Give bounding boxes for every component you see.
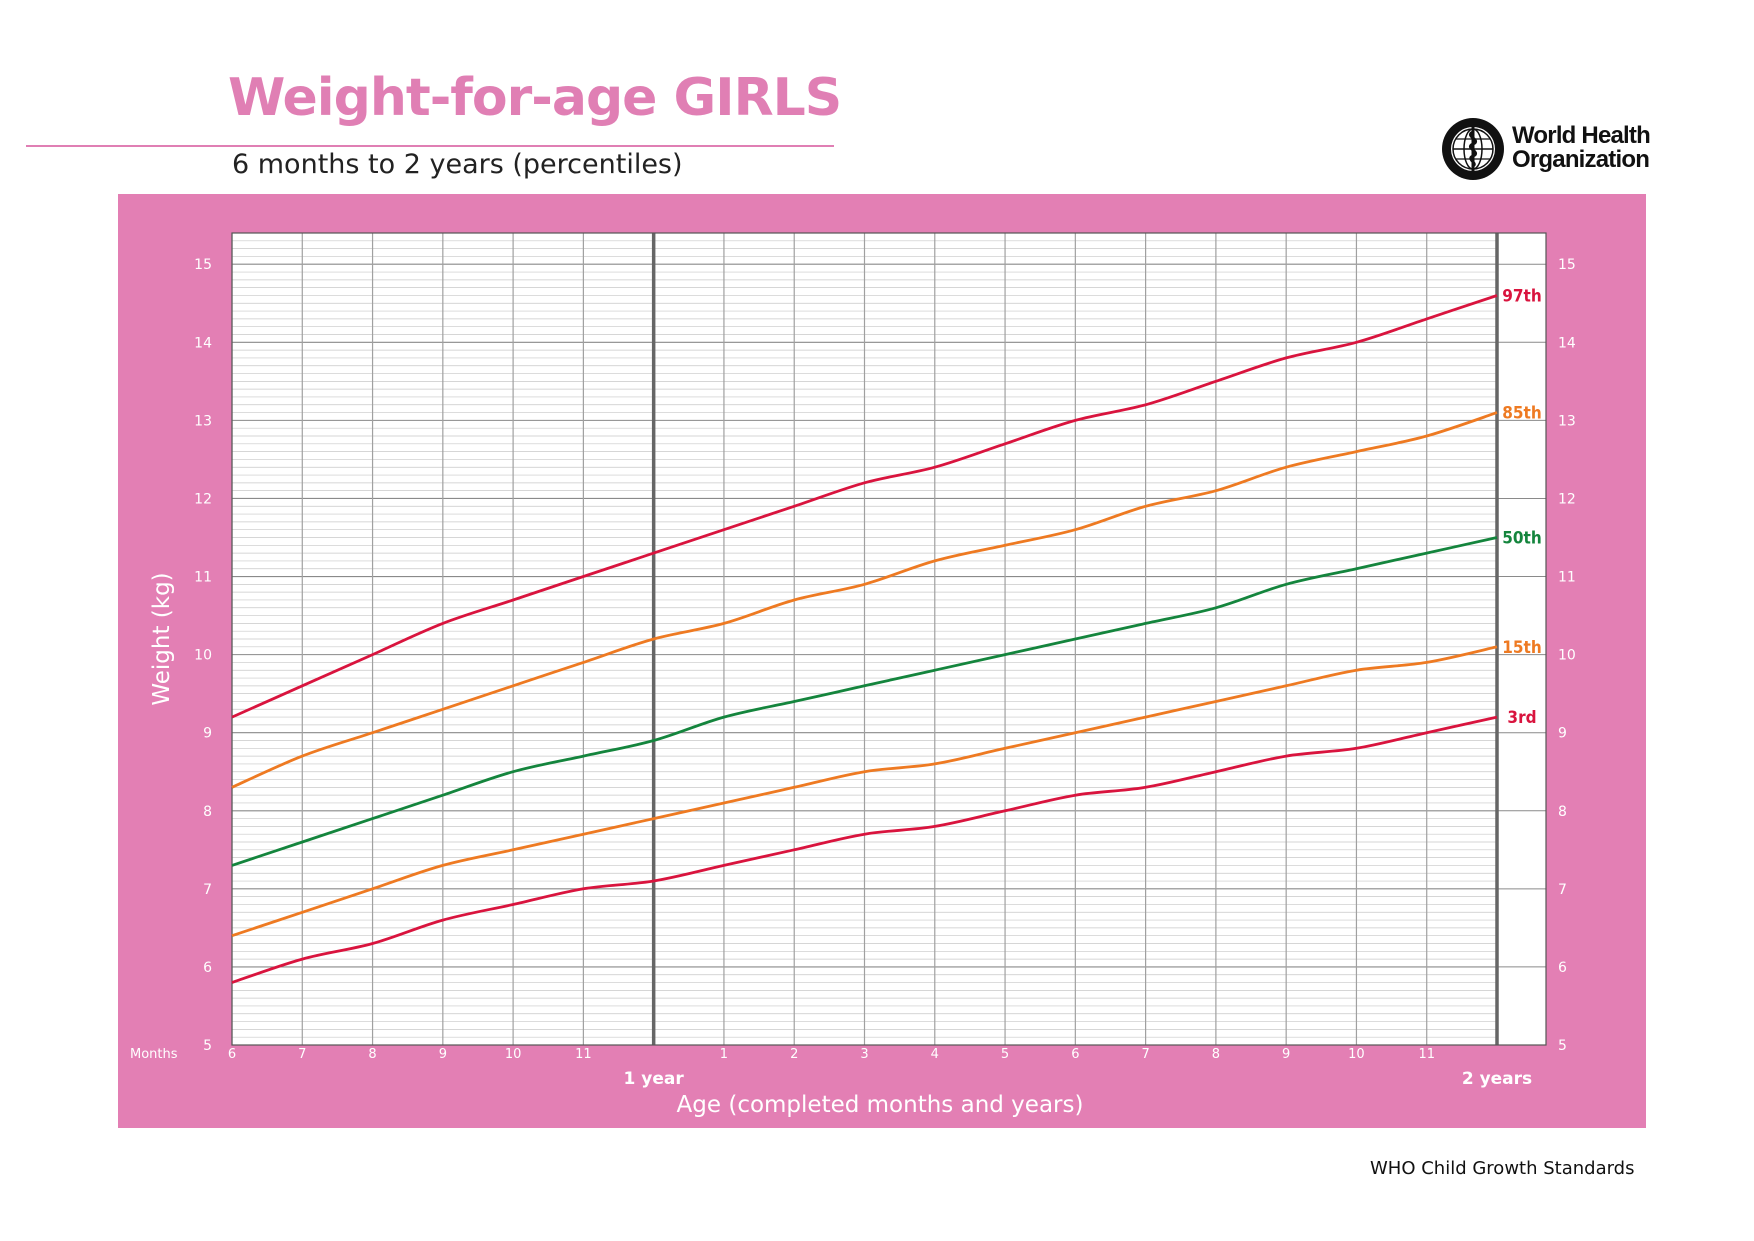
y-tick-label-left: 14 <box>194 335 212 351</box>
y-tick-label-left: 8 <box>203 804 212 820</box>
x-tick-label: 6 <box>1071 1047 1079 1062</box>
x-tick-label: 11 <box>575 1047 592 1062</box>
percentile-curve-85th <box>231 411 1498 789</box>
x-unit-label: Months <box>130 1047 178 1062</box>
plot-border <box>231 232 1547 1046</box>
who-wordmark-line1: World Health <box>1512 122 1651 149</box>
y-tick-label-right: 5 <box>1558 1038 1567 1054</box>
title-divider <box>26 145 834 147</box>
y-tick-label-right: 13 <box>1558 413 1576 429</box>
y-tick-label-left: 9 <box>203 726 212 742</box>
y-axis-title: Weight (kg) <box>149 572 175 705</box>
percentile-label-85th: 85th <box>1502 404 1542 424</box>
percentile-label-50th: 50th <box>1502 529 1542 549</box>
vertical-grid <box>231 233 1499 1045</box>
who-emblem-icon <box>1442 118 1504 180</box>
footer-text: WHO Child Growth Standards <box>1370 1158 1635 1179</box>
y-tick-label-left: 5 <box>203 1038 212 1054</box>
percentile-label-97th: 97th <box>1502 286 1542 306</box>
x-tick-label: 9 <box>439 1047 447 1062</box>
x-tick-label: 10 <box>505 1047 522 1062</box>
page-title: Weight-for-age GIRLS <box>228 68 842 128</box>
x-tick-labels: 6 7 8 9 10 11 1 year 1 2 3 4 5 6 7 8 9 10 11 2 years <box>228 1047 1532 1089</box>
y-tick-label-right: 7 <box>1558 882 1567 898</box>
x-tick-label: 9 <box>1282 1047 1290 1062</box>
x-tick-label: 6 <box>228 1047 236 1062</box>
y-tick-label-right: 12 <box>1558 491 1576 507</box>
x-year-label: 1 year <box>624 1069 685 1089</box>
percentile-labels: 97th 85th 50th 15th 3rd <box>1502 286 1542 728</box>
x-tick-label: 3 <box>860 1047 868 1062</box>
who-wordmark: World Health Organization <box>1512 122 1651 173</box>
percentile-label-15th: 15th <box>1502 638 1542 658</box>
y-tick-label-left: 10 <box>194 648 212 664</box>
x-tick-label: 7 <box>298 1047 306 1062</box>
x-tick-label: 1 <box>720 1047 728 1062</box>
y-tick-labels-right: 5 6 7 8 9 10 11 12 13 14 15 <box>1558 257 1576 1054</box>
percentile-curve-15th <box>231 645 1498 938</box>
x-axis-title: Age (completed months and years) <box>677 1092 1084 1118</box>
percentile-label-3rd: 3rd <box>1507 708 1536 728</box>
x-tick-label: 5 <box>1001 1047 1009 1062</box>
y-tick-label-right: 8 <box>1558 804 1567 820</box>
x-year-label: 2 years <box>1462 1069 1532 1089</box>
x-tick-label: 4 <box>931 1047 939 1062</box>
y-tick-label-right: 15 <box>1558 257 1576 273</box>
y-tick-label-left: 13 <box>194 413 212 429</box>
y-tick-label-left: 7 <box>203 882 212 898</box>
x-tick-label: 7 <box>1141 1047 1149 1062</box>
y-tick-label-right: 6 <box>1558 960 1567 976</box>
x-tick-label: 8 <box>368 1047 376 1062</box>
percentile-curve-97th <box>231 294 1498 719</box>
y-tick-label-left: 6 <box>203 960 212 976</box>
y-tick-label-right: 14 <box>1558 335 1576 351</box>
y-tick-label-left: 11 <box>194 570 212 586</box>
y-tick-label-right: 9 <box>1558 726 1567 742</box>
y-tick-labels-left: 5 6 7 8 9 10 11 12 13 14 15 <box>194 257 212 1054</box>
who-wordmark-line2: Organization <box>1512 146 1650 173</box>
percentile-curve-50th <box>231 536 1498 867</box>
page-subtitle: 6 months to 2 years (percentiles) <box>232 149 683 180</box>
x-tick-label: 8 <box>1212 1047 1220 1062</box>
y-tick-label-right: 10 <box>1558 648 1576 664</box>
y-tick-label-left: 12 <box>194 491 212 507</box>
percentile-curves <box>231 294 1498 984</box>
percentile-curve-3rd <box>231 715 1498 984</box>
x-tick-label: 10 <box>1348 1047 1365 1062</box>
x-tick-label: 2 <box>790 1047 798 1062</box>
y-tick-label-left: 15 <box>194 257 212 273</box>
y-tick-label-right: 11 <box>1558 570 1576 586</box>
x-tick-label: 11 <box>1418 1047 1435 1062</box>
